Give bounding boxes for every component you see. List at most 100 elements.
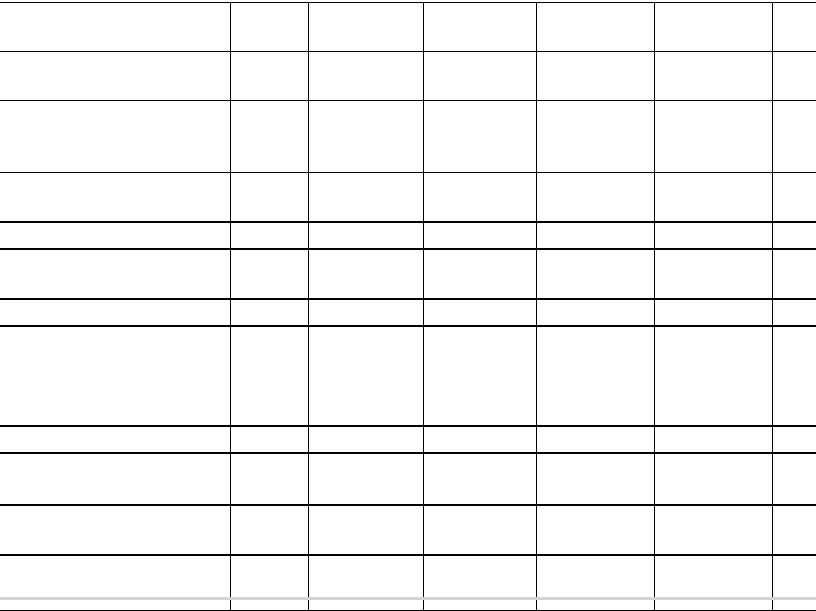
value-line: [537, 126, 654, 149]
value-cell: [308, 101, 423, 173]
value-line: [537, 329, 654, 352]
section-title-line: [0, 531, 222, 554]
gender-cell: [230, 101, 308, 173]
value-line: [537, 28, 654, 51]
value-line: [655, 5, 772, 28]
value-cell: [423, 52, 536, 101]
exercise-label-line: [0, 175, 222, 198]
exercise-label-cell: [0, 101, 230, 173]
value-line: [655, 54, 772, 77]
gender-line: [231, 126, 308, 149]
empty-cell: [772, 299, 816, 326]
value-cell: [308, 453, 423, 505]
value-line: [309, 198, 423, 221]
value-line: [309, 275, 423, 298]
gender-line: [231, 398, 308, 421]
exercise-label-cell: [0, 326, 230, 426]
empty-cell: [423, 505, 536, 555]
value-cell: [423, 249, 536, 299]
exercise-label-cell: [0, 3, 230, 52]
value-line: [537, 103, 654, 126]
empty-cell: [230, 426, 308, 453]
exercise-label-line: [0, 54, 222, 77]
standards-table-body: [0, 3, 816, 611]
exercise-label-line: [0, 252, 222, 275]
value-line: [655, 352, 772, 375]
value-cell: [536, 249, 654, 299]
value-line: [773, 479, 816, 502]
value-line: [537, 375, 654, 398]
value-line: [424, 5, 536, 28]
value-line: [424, 126, 536, 149]
value-cell: [772, 453, 816, 505]
gender-line: [231, 562, 308, 585]
value-line: [537, 275, 654, 298]
gender-line: [231, 103, 308, 126]
exercise-label-line: [0, 398, 222, 421]
gender-line: [231, 352, 308, 375]
empty-cell: [423, 222, 536, 249]
value-line: [309, 54, 423, 77]
section-title-line: [0, 302, 222, 325]
section-header-row: [0, 426, 816, 453]
value-line: [655, 103, 772, 126]
table-row: [0, 249, 816, 299]
value-line: [655, 149, 772, 172]
value-cell: [308, 52, 423, 101]
gender-cell: [230, 326, 308, 426]
value-line: [773, 103, 816, 126]
value-cell: [654, 326, 772, 426]
value-cell: [423, 3, 536, 52]
value-line: [309, 456, 423, 479]
value-cell: [423, 101, 536, 173]
value-line: [773, 275, 816, 298]
value-line: [424, 375, 536, 398]
value-line: [655, 275, 772, 298]
value-cell: [536, 101, 654, 173]
gender-cell: [230, 173, 308, 223]
gender-line: [231, 252, 308, 275]
value-line: [537, 252, 654, 275]
table-row: [0, 453, 816, 505]
value-line: [309, 126, 423, 149]
section-title-cell: [0, 222, 230, 249]
value-line: [773, 398, 816, 421]
gender-line: [231, 5, 308, 28]
value-cell: [536, 52, 654, 101]
value-cell: [308, 555, 423, 610]
value-cell: [772, 52, 816, 101]
value-line: [537, 479, 654, 502]
exercise-label-line: [0, 126, 222, 149]
value-line: [773, 126, 816, 149]
empty-cell: [308, 505, 423, 555]
value-line: [773, 329, 816, 352]
value-line: [537, 77, 654, 100]
value-line: [424, 54, 536, 77]
value-line: [773, 375, 816, 398]
value-cell: [308, 173, 423, 223]
value-cell: [536, 453, 654, 505]
value-cell: [654, 555, 772, 610]
value-line: [309, 352, 423, 375]
exercise-label-line: [0, 456, 222, 479]
value-line: [773, 149, 816, 172]
section-title-line: [0, 508, 222, 531]
value-line: [655, 126, 772, 149]
empty-cell: [423, 299, 536, 326]
value-cell: [536, 3, 654, 52]
value-line: [537, 352, 654, 375]
exercise-label-line: [0, 77, 222, 100]
value-line: [309, 375, 423, 398]
value-line: [773, 54, 816, 77]
value-line: [655, 175, 772, 198]
value-cell: [308, 249, 423, 299]
value-line: [655, 28, 772, 51]
empty-cell: [536, 426, 654, 453]
value-line: [424, 103, 536, 126]
table-row: [0, 3, 816, 52]
table-row: [0, 173, 816, 223]
value-line: [424, 456, 536, 479]
exercise-label-cell: [0, 173, 230, 223]
value-line: [655, 562, 772, 585]
empty-cell: [772, 426, 816, 453]
